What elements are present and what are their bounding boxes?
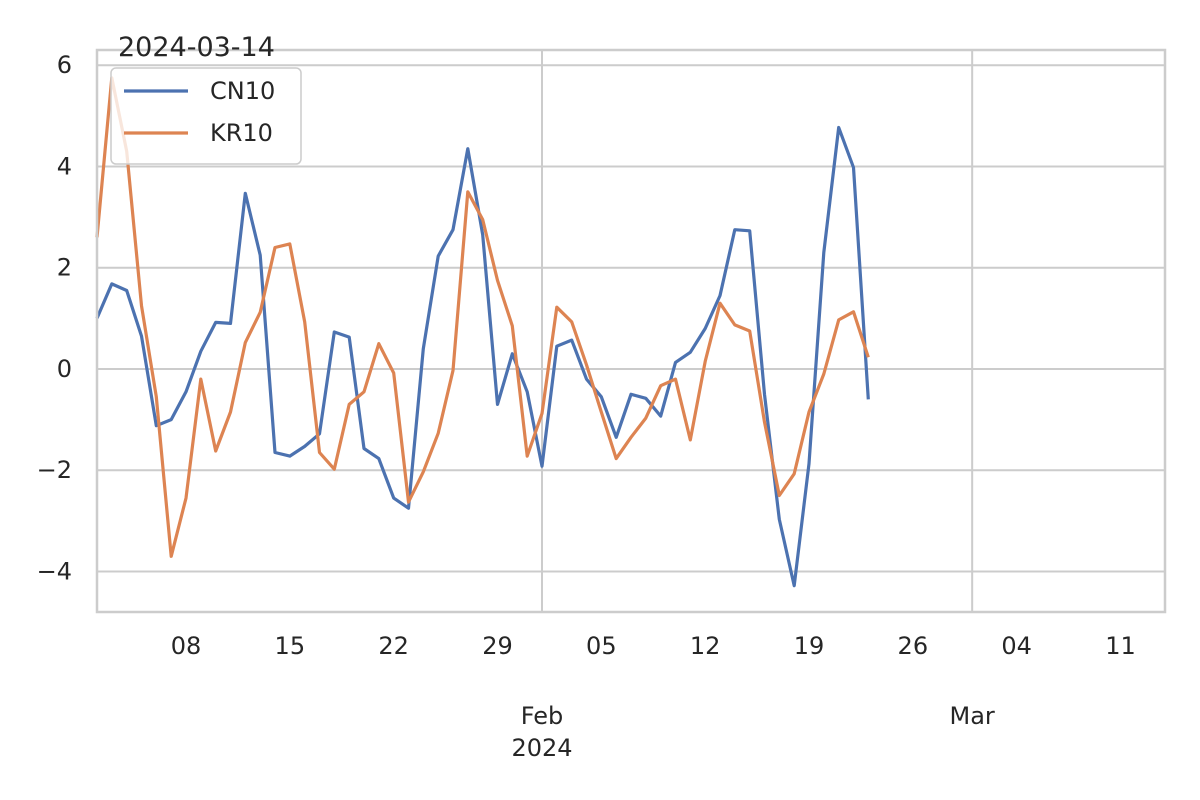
x-tick-label: 12 [690, 632, 721, 660]
x-tick-label: 08 [171, 632, 202, 660]
series-lines [95, 76, 870, 588]
x-tick-label: 05 [586, 632, 617, 660]
y-tick-label: −4 [37, 557, 72, 585]
x-major-tick-sublabel: 2024 [511, 734, 572, 762]
x-tick-label: 04 [1001, 632, 1032, 660]
legend-label: CN10 [210, 77, 275, 105]
x-tick-label: 11 [1105, 632, 1136, 660]
chart-title: 2024-03-14 [118, 32, 275, 63]
legend: CN10 KR10 [110, 67, 302, 165]
x-major-tick-label: Feb [521, 702, 564, 730]
y-tick-label: 2 [57, 254, 72, 282]
grid-lines [97, 50, 1165, 612]
series-line-cn10 [95, 125, 870, 588]
y-tick-label: 0 [57, 355, 72, 383]
y-tick-label: 4 [57, 152, 72, 180]
y-tick-label: −2 [37, 456, 72, 484]
x-tick-label: 19 [794, 632, 825, 660]
x-axis-ticks: 08 15 22 29 05 12 19 26 04 11 Feb 2024 Mar [171, 632, 1136, 762]
x-tick-label: 22 [378, 632, 409, 660]
legend-label: KR10 [210, 119, 273, 147]
x-tick-label: 15 [275, 632, 306, 660]
x-tick-label: 29 [482, 632, 513, 660]
x-major-tick-label: Mar [950, 702, 995, 730]
y-tick-label: 6 [57, 51, 72, 79]
x-tick-label: 26 [898, 632, 929, 660]
y-axis-ticks: −4 −2 0 2 4 6 [37, 51, 72, 585]
plot-frame [95, 48, 1167, 614]
series-line-kr10 [95, 76, 870, 558]
